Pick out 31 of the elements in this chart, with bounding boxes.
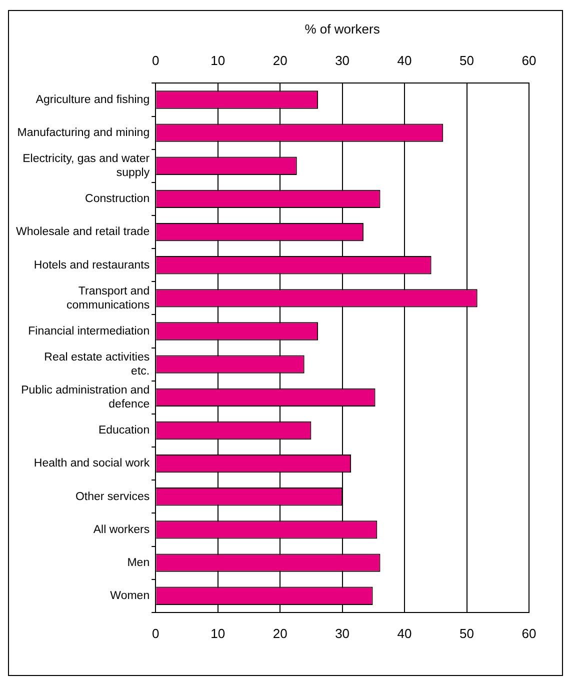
x-tick-label: 0 [152, 626, 160, 641]
y-tick-label: Education [98, 424, 150, 437]
y-tick-label: Hotels and restaurants [34, 259, 150, 272]
x-tick-label: 10 [210, 626, 226, 641]
x-tick-label: 60 [522, 626, 536, 641]
y-tick-label: Wholesale and retail trade [16, 226, 150, 238]
x2-tick-label: 30 [335, 52, 350, 68]
y-tick-label: Men [127, 556, 150, 569]
y-tick-label: Construction [85, 193, 150, 206]
x2-tick-label: 20 [272, 52, 288, 68]
x-tick-label: 40 [397, 626, 412, 641]
x-tick-label: 30 [335, 626, 350, 641]
x2-axis-title: % of workers [304, 21, 380, 36]
y-tick-label: Health and social work [34, 458, 150, 470]
y-tick-label: Agriculture and fishing [36, 94, 150, 106]
x-tick-label: 20 [272, 626, 288, 641]
y-tick-label: Electricity, gas and water supply [22, 153, 150, 179]
y-tick-label: Manufacturing and mining [17, 126, 150, 139]
y-tick-label: Financial intermediation [28, 325, 150, 338]
x2-tick-label: 50 [460, 52, 474, 68]
y-tick-label: Transport and communications [66, 285, 150, 312]
x2-tick-label: 60 [522, 52, 536, 68]
x-tick-label: 50 [460, 626, 474, 641]
y-tick-label: Women [110, 590, 150, 602]
x2-tick-label: 40 [397, 52, 412, 68]
y-tick-label: Public administration and defence [21, 384, 150, 410]
y-tick-label: Other services [75, 490, 150, 503]
x2-tick-label: 10 [210, 52, 226, 68]
y-tick-label: Real estate activities etc. [44, 352, 150, 378]
y-tick-label: All workers [93, 524, 150, 536]
x2-tick-label: 0 [152, 52, 160, 68]
